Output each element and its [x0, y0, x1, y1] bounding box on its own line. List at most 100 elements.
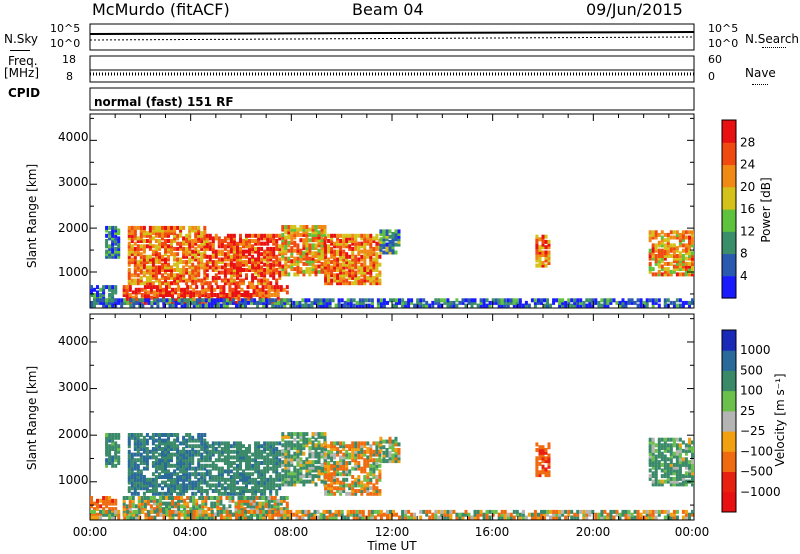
echo-cell	[663, 437, 667, 442]
echo-cell	[200, 438, 204, 443]
echo-cell	[600, 512, 604, 517]
echo-cell	[281, 482, 285, 487]
echo-cell	[479, 512, 483, 517]
echo-cell	[363, 236, 367, 241]
echo-cell	[249, 285, 253, 290]
echo-cell	[283, 303, 287, 308]
echo-cell	[253, 298, 257, 303]
echo-cell	[204, 501, 208, 506]
echo-cell	[372, 452, 376, 457]
echo-cell	[105, 461, 109, 465]
echo-cell	[279, 287, 283, 292]
echo-cell	[151, 483, 155, 488]
echo-cell	[200, 463, 204, 468]
echo-cell	[99, 298, 103, 303]
echo-cell	[669, 512, 673, 517]
echo-cell	[232, 455, 236, 460]
echo-cell	[158, 444, 161, 449]
echo-cell	[663, 238, 667, 243]
echo-cell	[244, 515, 247, 520]
echo-cell	[663, 303, 667, 308]
echo-cell	[382, 300, 386, 305]
echo-cell	[316, 300, 320, 305]
echo-cell	[366, 463, 370, 468]
echo-cell	[669, 230, 673, 235]
echo-cell	[174, 303, 178, 308]
echo-cell	[191, 491, 195, 496]
echo-cell	[443, 515, 447, 520]
colorbar-segment	[722, 231, 736, 255]
echo-cell	[136, 449, 140, 454]
echo-cell	[342, 480, 346, 485]
echo-cell	[152, 496, 156, 500]
echo-cell	[164, 265, 167, 270]
echo-cell	[503, 509, 507, 514]
echo-cell	[214, 268, 218, 272]
echo-cell	[130, 239, 134, 243]
echo-cell	[388, 456, 392, 461]
echo-cell	[538, 255, 542, 260]
echo-cell	[185, 489, 189, 493]
echo-cell	[195, 285, 199, 290]
echo-cell	[236, 469, 239, 474]
echo-cell	[219, 287, 223, 292]
echo-cell	[257, 239, 261, 243]
echo-cell	[627, 300, 631, 305]
echo-cell	[299, 465, 303, 470]
echo-cell	[663, 446, 667, 451]
echo-cell	[681, 460, 685, 465]
echo-cell	[185, 449, 189, 454]
echo-cell	[419, 509, 423, 514]
echo-cell	[133, 252, 137, 257]
echo-cell	[537, 515, 540, 520]
echo-cell	[248, 489, 251, 493]
echo-cell	[217, 491, 221, 496]
echo-cell	[251, 491, 255, 496]
echo-cell	[348, 262, 352, 267]
echo-cell	[167, 455, 170, 460]
echo-cell	[305, 243, 309, 248]
echo-cell	[269, 281, 273, 286]
echo-cell	[645, 515, 649, 520]
echo-cell	[174, 504, 178, 509]
echo-cell	[140, 300, 144, 305]
echo-cell	[239, 489, 242, 493]
echo-cell	[313, 509, 317, 514]
echo-cell	[177, 293, 181, 297]
echo-cell	[176, 435, 180, 440]
echo-cell	[90, 293, 93, 297]
echo-cell	[305, 267, 309, 272]
colorbar-segment	[722, 120, 736, 143]
echo-cell	[663, 248, 667, 253]
echo-cell	[130, 483, 134, 488]
echo-cell	[308, 272, 312, 277]
echo-cell	[171, 498, 174, 503]
echo-cell	[672, 515, 676, 520]
echo-cell	[281, 246, 285, 251]
echo-cell	[437, 515, 441, 520]
echo-cell	[194, 228, 198, 233]
echo-cell	[132, 298, 136, 303]
echo-cell	[275, 472, 279, 477]
echo-cell	[327, 275, 331, 280]
echo-cell	[401, 509, 405, 514]
echo-cell	[133, 270, 137, 275]
echo-cell	[538, 461, 542, 466]
echo-cell	[114, 231, 118, 236]
echo-cell	[660, 267, 664, 272]
echo-cell	[366, 275, 370, 280]
echo-cell	[497, 303, 501, 308]
echo-cell	[375, 275, 379, 280]
echo-cell	[488, 300, 492, 305]
echo-cell	[360, 486, 364, 491]
echo-cell	[281, 235, 285, 240]
echo-cell	[239, 441, 242, 446]
echo-cell	[355, 300, 359, 305]
echo-cell	[269, 270, 273, 275]
echo-cell	[535, 473, 539, 478]
echo-cell	[136, 273, 140, 278]
echo-cell	[278, 472, 282, 477]
echo-cell	[164, 469, 167, 474]
echo-cell	[382, 239, 386, 244]
echo-cell	[684, 509, 688, 514]
